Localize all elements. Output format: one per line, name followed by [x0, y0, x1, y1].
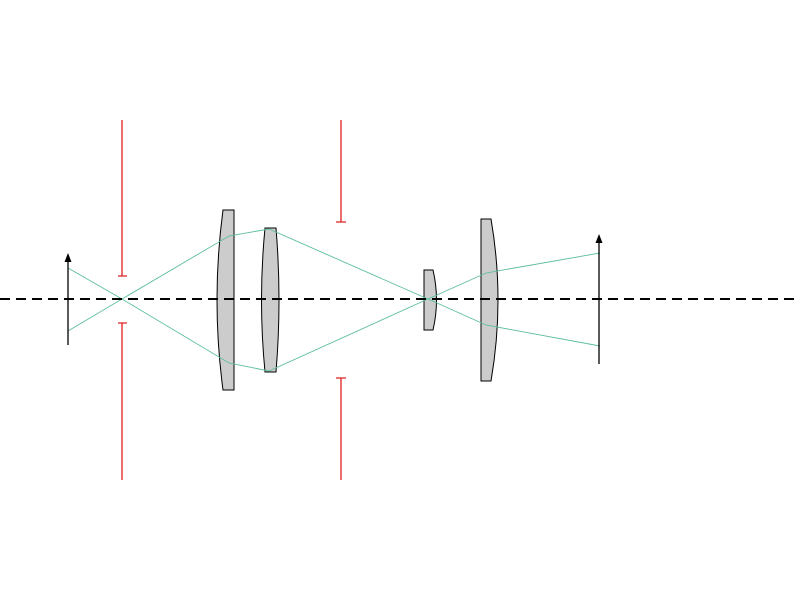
aperture-stop-1-top	[118, 120, 127, 277]
image-arrow	[595, 234, 603, 364]
aperture-stop-1	[118, 120, 127, 480]
lens-2	[261, 227, 280, 373]
object-arrowhead	[64, 253, 72, 262]
ray-lower	[67, 298, 601, 372]
aperture-stop-2	[336, 120, 346, 480]
aperture-stop-1-bottom	[118, 322, 127, 480]
ray-upper	[67, 228, 601, 300]
aperture-stop-2-bottom	[336, 377, 346, 480]
object-arrow	[64, 253, 72, 345]
aperture-stop-2-top	[336, 120, 346, 223]
image-arrowhead	[595, 234, 603, 243]
